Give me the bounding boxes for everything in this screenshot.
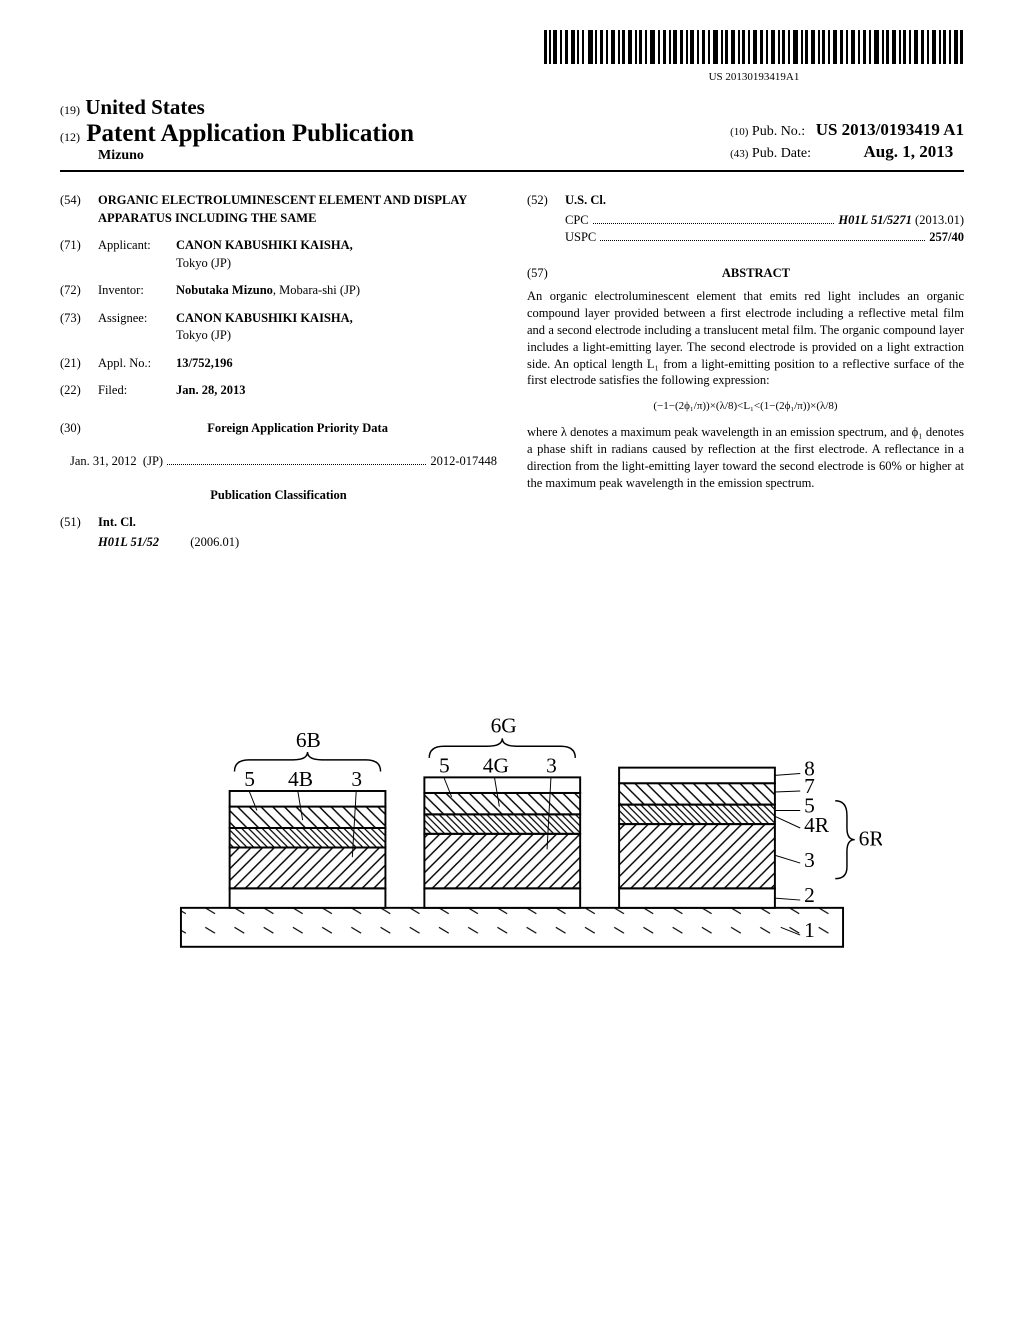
cpc-year: (2013.01) [915, 212, 964, 230]
label-4B: 4B [288, 767, 313, 791]
f73-label: Assignee: [98, 310, 176, 345]
abstract-body: An organic electroluminescent element th… [527, 288, 964, 492]
pubno-label: Pub. No.: [752, 124, 805, 139]
header-row: (19) United States (12) Patent Applicati… [60, 95, 964, 172]
uspc-label: USPC [565, 229, 596, 247]
patent-page: US 20130193419A1 (19) United States (12)… [0, 0, 1024, 1021]
cpc-label: CPC [565, 212, 589, 230]
inventor-loc: , Mobara-shi (JP) [273, 283, 360, 297]
barcode-bars [544, 30, 964, 64]
pubdate-label: Pub. Date: [752, 146, 811, 161]
f22-num: (22) [60, 382, 98, 400]
assignee-name: CANON KABUSHIKI KAISHA, [176, 311, 353, 325]
label-5a: 5 [244, 767, 255, 791]
abstract-p1: An organic electroluminescent element th… [527, 288, 964, 389]
label-3b: 3 [546, 754, 557, 778]
f54-num: (54) [60, 192, 98, 227]
label-4G: 4G [483, 754, 509, 778]
filed-date: Jan. 28, 2013 [176, 383, 245, 397]
f51-label: Int. Cl. [98, 515, 136, 529]
priority-cc: (JP) [143, 453, 163, 471]
pubno: US 2013/0193419 A1 [816, 120, 964, 139]
assignee-loc: Tokyo (JP) [176, 328, 231, 342]
label-6B: 6B [296, 728, 321, 752]
appl-no: 13/752,196 [176, 356, 233, 370]
left-column: (54) ORGANIC ELECTROLUMINESCENT ELEMENT … [60, 182, 497, 551]
label-4R: 4R [804, 813, 830, 837]
country: United States [85, 95, 205, 119]
inventor-name: Nobutaka Mizuno [176, 283, 273, 297]
f51-num: (51) [60, 514, 98, 532]
cpc-code: H01L 51/5271 [838, 213, 912, 227]
label-2: 2 [804, 883, 815, 907]
label-5b: 5 [439, 754, 450, 778]
intcl-code: H01L 51/52 [98, 535, 159, 549]
pubtype-num: (12) [60, 130, 80, 144]
country-num: (19) [60, 103, 80, 117]
f22-label: Filed: [98, 382, 176, 400]
barcode-area: US 20130193419A1 [60, 30, 964, 85]
biblio-columns: (54) ORGANIC ELECTROLUMINESCENT ELEMENT … [60, 182, 964, 551]
header-right: (10) Pub. No.: US 2013/0193419 A1 (43) P… [730, 120, 964, 164]
dotted-separator [593, 222, 835, 224]
label-3r: 3 [804, 848, 815, 872]
f71-num: (71) [60, 237, 98, 272]
priority-appno: 2012-017448 [430, 453, 497, 471]
invention-title: ORGANIC ELECTROLUMINESCENT ELEMENT AND D… [98, 192, 497, 227]
label-1: 1 [804, 918, 815, 942]
applicant-name: CANON KABUSHIKI KAISHA, [176, 238, 353, 252]
f72-num: (72) [60, 282, 98, 300]
abstract-formula: (−1−(2ϕ₁/π))×(λ/8)<L₁<(1−(2ϕ₁/π))×(λ/8) [527, 399, 964, 414]
abstract-hdr: ABSTRACT [722, 266, 790, 280]
label-6R: 6R [859, 827, 882, 851]
dotted-separator [167, 463, 426, 465]
abstract-p2: where λ denotes a maximum peak wavelengt… [527, 424, 964, 492]
patent-figure: 6B 5 4B 3 6G 5 4G 3 8 7 [142, 601, 882, 981]
foreign-priority-hdr: Foreign Application Priority Data [101, 420, 494, 438]
right-column: (52) U.S. Cl. CPC H01L 51/5271 (2013.01)… [527, 182, 964, 551]
f21-num: (21) [60, 355, 98, 373]
applicant-loc: Tokyo (JP) [176, 256, 231, 270]
pubdate-num: (43) [730, 148, 748, 160]
f73-num: (73) [60, 310, 98, 345]
uspc-code: 257/40 [929, 229, 964, 247]
f72-label: Inventor: [98, 282, 176, 300]
f52-num: (52) [527, 192, 565, 210]
pubdate: Aug. 1, 2013 [864, 142, 954, 161]
header-left: (19) United States (12) Patent Applicati… [60, 95, 414, 164]
barcode: US 20130193419A1 [544, 30, 964, 83]
label-3a: 3 [351, 767, 362, 791]
pubno-num: (10) [730, 126, 748, 138]
f52-label: U.S. Cl. [565, 193, 606, 207]
barcode-text: US 20130193419A1 [544, 71, 964, 83]
intcl-year: (2006.01) [190, 535, 239, 549]
pub-class-hdr: Publication Classification [60, 487, 497, 505]
pub-type: Patent Application Publication [86, 120, 414, 147]
label-6G: 6G [491, 714, 517, 738]
priority-date: Jan. 31, 2012 [70, 453, 137, 471]
f21-label: Appl. No.: [98, 355, 176, 373]
f71-label: Applicant: [98, 237, 176, 272]
f57-num: (57) [527, 265, 548, 283]
author-name: Mizuno [60, 148, 414, 164]
figure-area: 6B 5 4B 3 6G 5 4G 3 8 7 [60, 601, 964, 981]
dotted-separator [600, 239, 925, 241]
f30-num: (30) [60, 420, 98, 438]
